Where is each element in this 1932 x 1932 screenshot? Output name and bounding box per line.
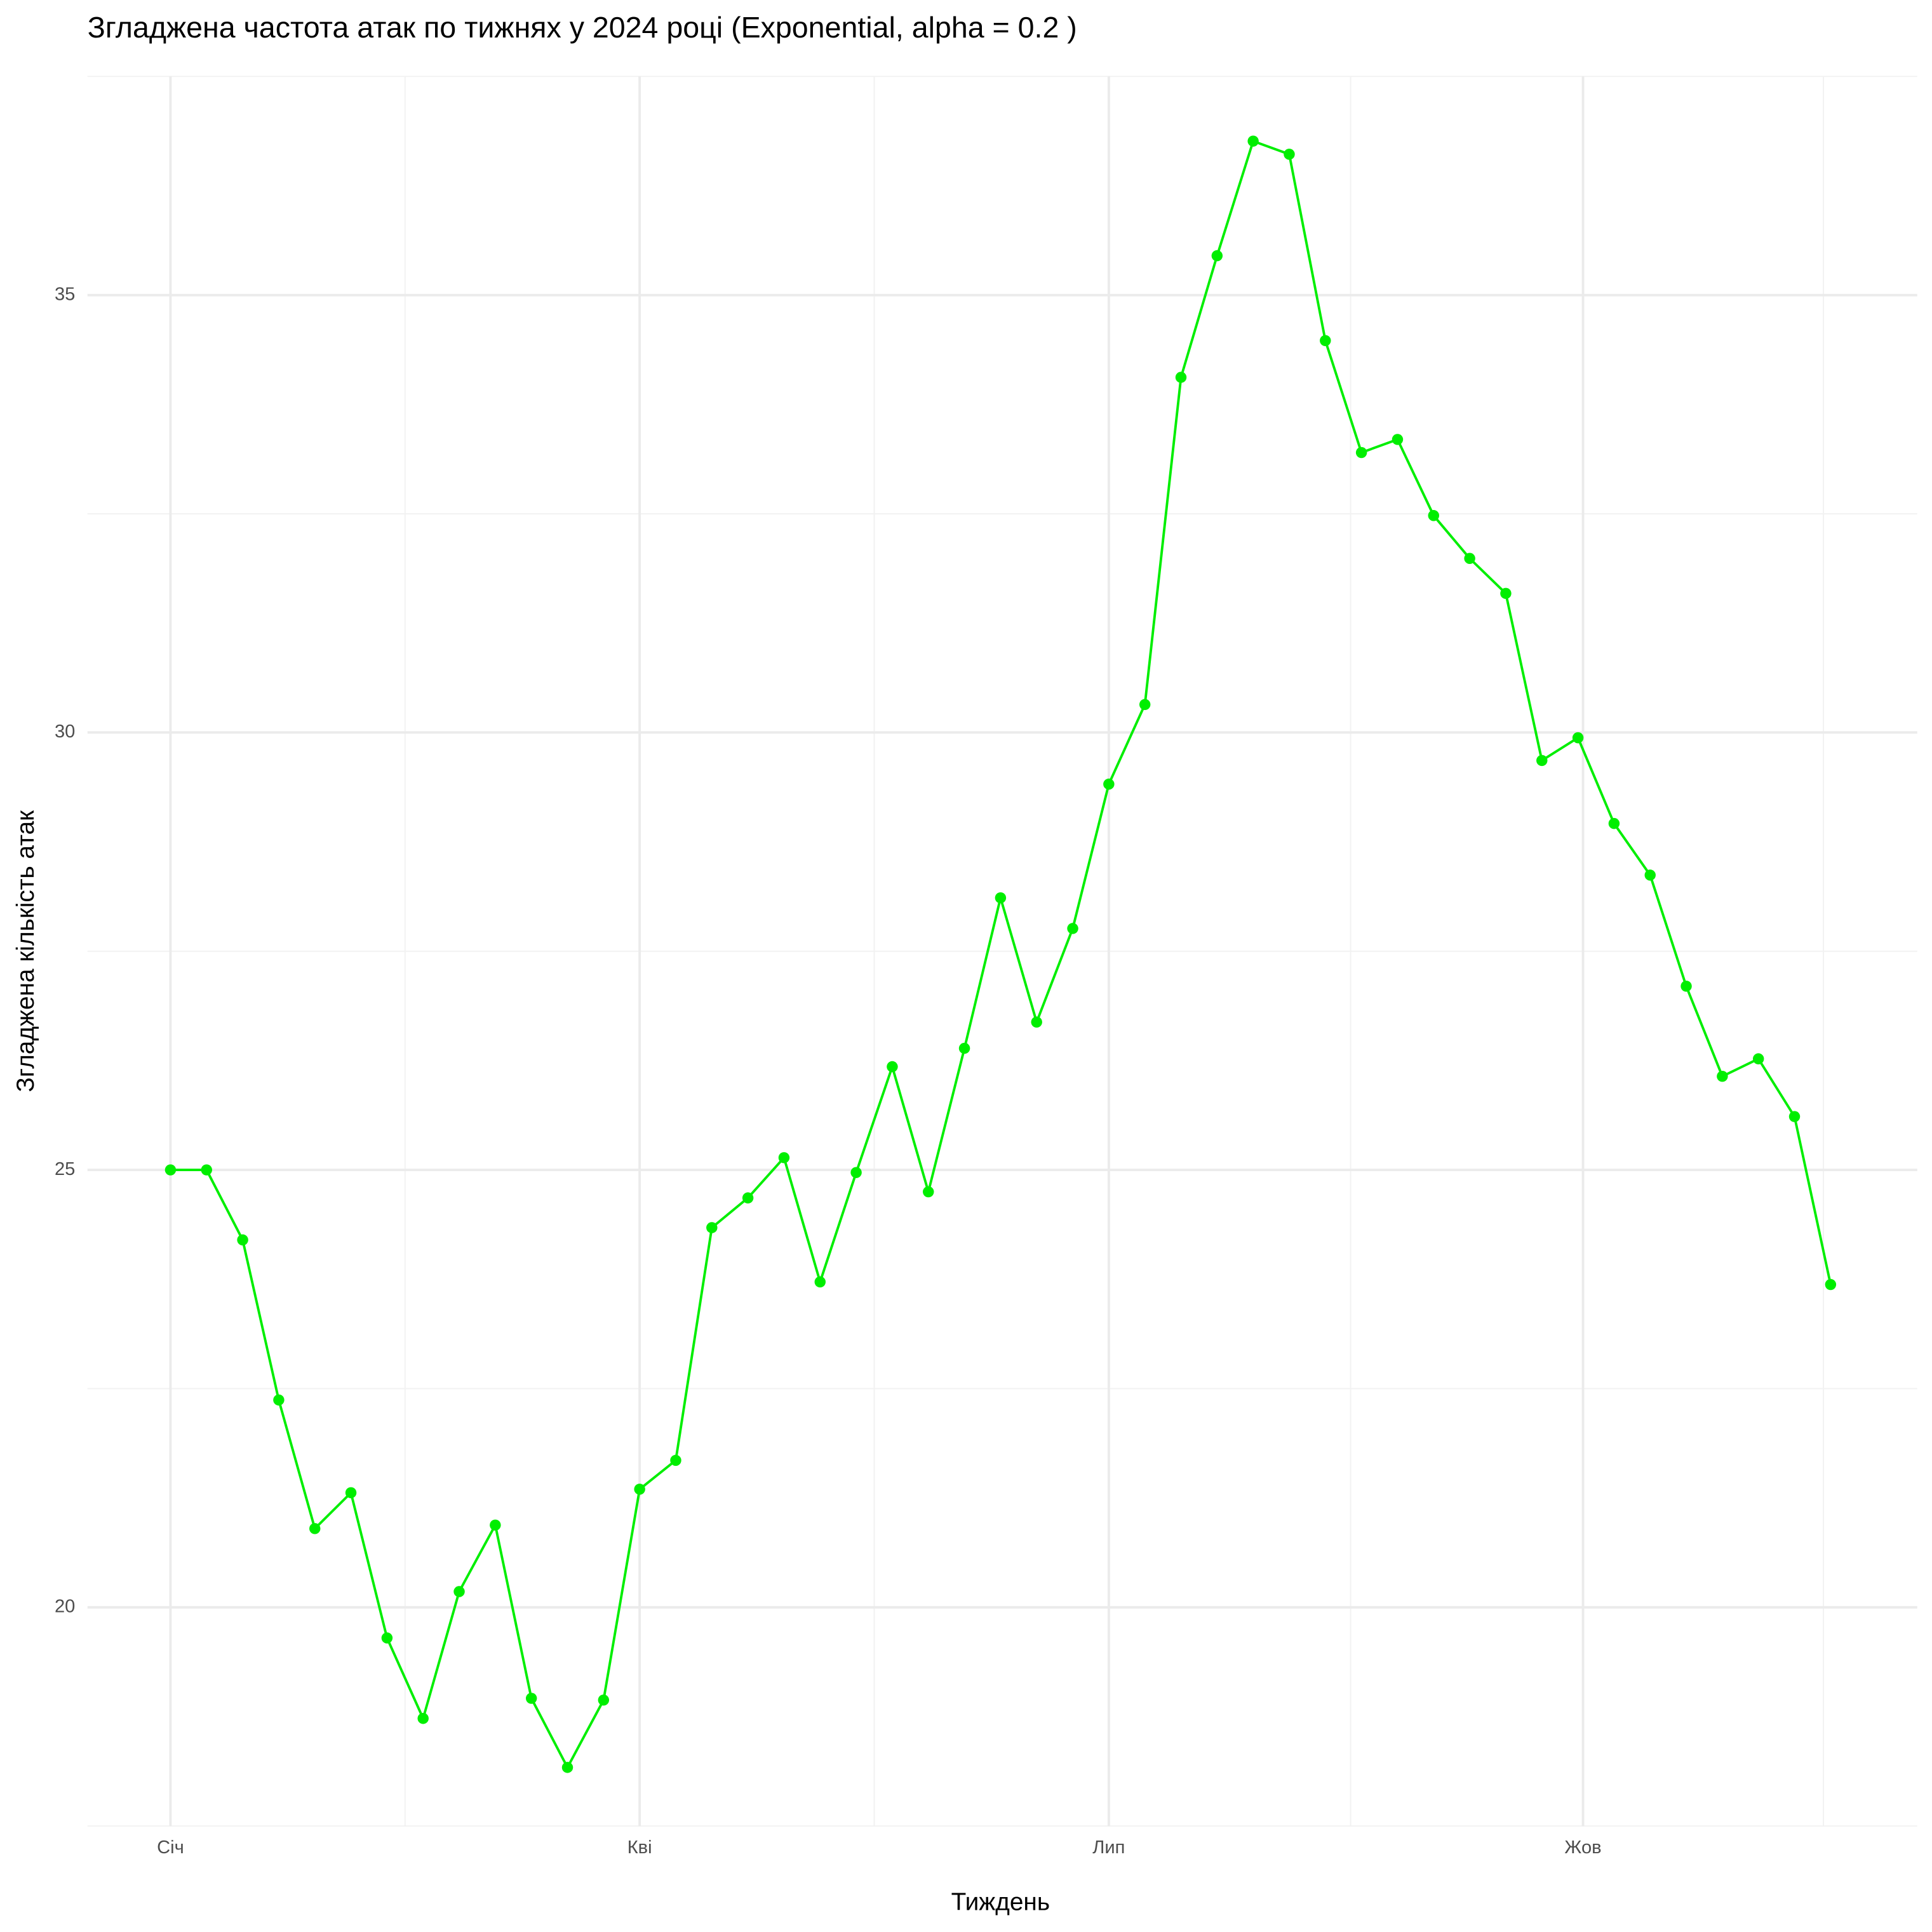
point <box>1139 699 1151 711</box>
point <box>1717 1070 1728 1082</box>
point <box>887 1061 898 1073</box>
point <box>923 1186 934 1198</box>
point <box>561 1762 574 1773</box>
point <box>1320 335 1331 346</box>
x-tick-label: Січ <box>157 1837 184 1858</box>
y-axis-label: Згладжена кількість атак <box>12 810 39 1092</box>
y-tick-label: 20 <box>55 1596 75 1616</box>
point <box>1500 587 1512 600</box>
point <box>201 1164 212 1176</box>
point <box>1031 1016 1042 1028</box>
line <box>170 139 1832 1771</box>
point <box>1175 372 1187 383</box>
point <box>778 1152 790 1164</box>
x-tick-label: Кві <box>627 1837 652 1858</box>
y-tick-label: 30 <box>55 721 75 742</box>
point <box>814 1276 826 1288</box>
chart-title: Згладжена частота атак по тижнях у 2024 … <box>88 11 1077 44</box>
point <box>1464 553 1475 564</box>
point <box>850 1167 862 1178</box>
point <box>634 1484 645 1495</box>
point <box>381 1632 393 1644</box>
point <box>670 1454 681 1466</box>
point <box>995 892 1007 904</box>
point <box>1644 869 1656 881</box>
point <box>1284 149 1295 160</box>
x-tick-label: Лип <box>1092 1837 1125 1858</box>
point <box>1392 434 1404 445</box>
point <box>1103 778 1115 790</box>
point <box>273 1394 285 1406</box>
point <box>1825 1278 1837 1291</box>
point <box>417 1713 429 1724</box>
point <box>958 1042 970 1054</box>
y-tick-label: 25 <box>55 1159 75 1179</box>
point <box>742 1192 754 1204</box>
point <box>525 1693 537 1704</box>
point <box>1608 817 1620 829</box>
y-tick-label: 35 <box>55 284 75 304</box>
point <box>706 1222 718 1233</box>
point <box>1536 755 1548 767</box>
point <box>1211 250 1223 262</box>
point <box>345 1487 357 1499</box>
point <box>1680 981 1692 992</box>
point <box>1752 1053 1764 1064</box>
x-axis-label: Тиждень <box>951 1889 1050 1916</box>
point <box>453 1586 465 1597</box>
point <box>164 1164 177 1176</box>
point <box>1572 732 1584 744</box>
point <box>1247 135 1259 147</box>
point <box>1788 1111 1801 1122</box>
point <box>1067 923 1078 934</box>
x-tick-label: Жов <box>1564 1837 1601 1858</box>
point <box>1428 510 1440 521</box>
point <box>237 1234 248 1246</box>
point <box>598 1694 610 1706</box>
point <box>490 1519 501 1531</box>
point <box>309 1523 321 1534</box>
point <box>1355 446 1367 459</box>
